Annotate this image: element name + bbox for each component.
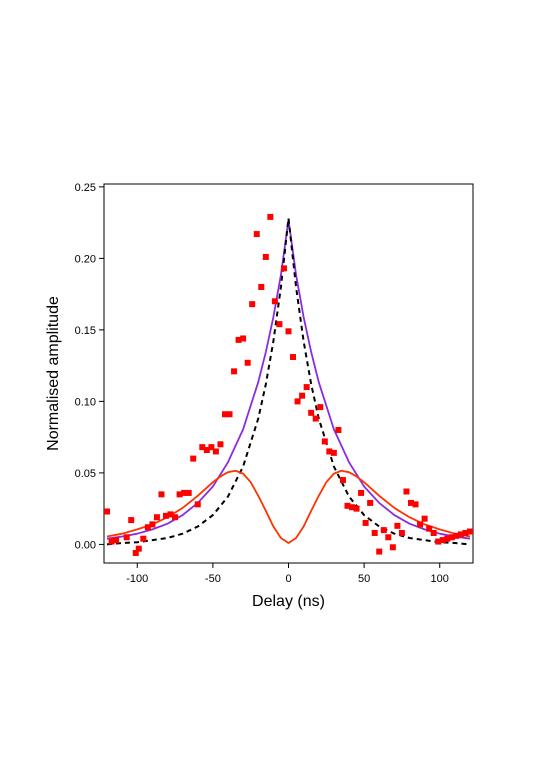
data-point [290,354,297,361]
data-point [123,534,130,541]
data-point [135,545,142,552]
data-point [203,447,210,454]
data-point [308,409,315,416]
data-point [244,359,251,366]
data-point [140,535,147,542]
data-point [172,514,179,521]
data-point [104,508,111,515]
data-point [176,491,183,498]
x-axis: -100 -50 0 50 100 [126,563,449,585]
data-point [466,528,473,535]
data-point [212,448,219,455]
data-point [181,489,188,496]
data-point [376,548,383,555]
data-point [285,328,292,335]
data-point [362,519,369,526]
data-point [303,384,310,391]
data-point [457,531,464,538]
data-point [249,301,256,308]
data-point [240,335,247,342]
y-axis: 0.00 0.05 0.10 0.15 0.20 0.25 [75,182,104,551]
data-point [217,441,224,448]
data-point [153,514,160,521]
data-point [258,283,265,290]
data-point [294,398,301,405]
data-point [113,537,120,544]
data-point [262,253,269,260]
data-point [144,524,151,531]
data-point [299,392,306,399]
data-point [194,501,201,508]
y-tick-label: 0.00 [75,539,96,551]
data-point [108,538,115,545]
data-point [344,502,351,509]
data-point [462,529,469,536]
data-point [367,499,374,506]
x-tick-label: -100 [126,573,148,585]
data-point [326,448,333,455]
data-point [335,426,342,433]
data-point [185,489,192,496]
data-point [312,415,319,422]
data-point [385,534,392,541]
data-point [317,404,324,411]
data-point [430,529,437,536]
data-point [439,537,446,544]
data-point [408,499,414,506]
y-tick-label: 0.25 [75,182,96,194]
x-axis-label: Delay (ns) [252,593,325,610]
data-point [444,535,451,542]
data-point [389,544,396,551]
data-point [235,336,242,343]
y-tick-label: 0.20 [75,253,96,265]
y-tick-label: 0.15 [75,325,96,337]
data-point [435,538,442,545]
data-point [267,213,274,220]
data-point [426,525,433,532]
data-point [208,444,215,451]
data-point [276,321,283,328]
data-point [349,504,356,511]
data-point [453,532,460,539]
data-point [321,438,328,445]
x-tick-label: 100 [431,573,449,585]
data-point [330,449,337,456]
data-point [403,488,410,495]
data-point [448,534,455,541]
data-point [163,512,169,519]
data-point [358,489,365,496]
data-point [280,265,287,272]
data-point [221,411,228,418]
x-tick-label: 0 [285,573,291,585]
plot-area [104,213,473,556]
data-point [339,477,346,484]
data-point [128,517,135,524]
data-point [394,522,401,529]
x-tick-label: 50 [358,573,370,585]
data-point [231,368,238,375]
data-point [417,521,424,528]
y-tick-label: 0.05 [75,468,96,480]
data-point [226,411,233,418]
data-point [167,511,174,518]
data-point [380,527,387,534]
data-point [412,501,419,508]
data-point [371,529,378,536]
data-point [149,521,156,528]
data-point [271,298,278,305]
series-line-1 [106,218,471,540]
data-point [421,515,428,522]
data-point [132,549,139,556]
data-point [190,455,197,462]
data-point [158,491,165,498]
data-point [199,444,206,451]
data-point [353,505,360,512]
y-axis-label: Normalised amplitude [45,296,62,451]
series-line-3 [106,469,471,544]
x-tick-label: -50 [205,573,221,585]
y-tick-label: 0.10 [75,396,96,408]
data-point [253,231,260,238]
data-point [398,529,405,536]
